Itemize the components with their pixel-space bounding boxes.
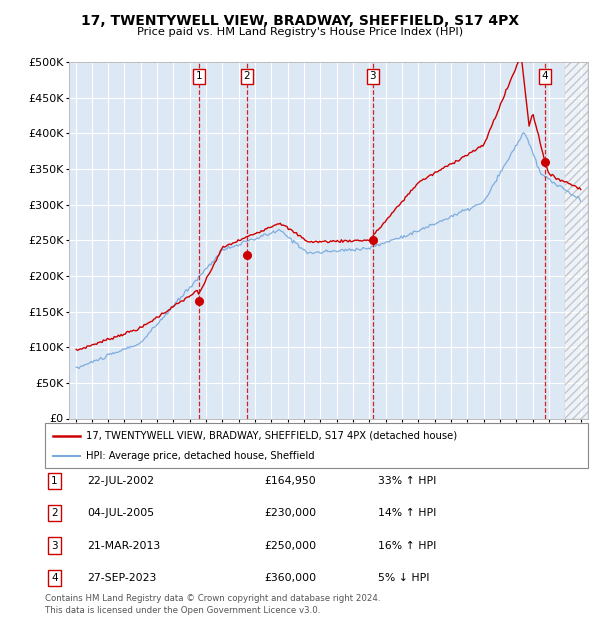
Text: 04-JUL-2005: 04-JUL-2005: [87, 508, 154, 518]
Text: 1: 1: [196, 71, 202, 81]
Text: 21-MAR-2013: 21-MAR-2013: [87, 541, 160, 551]
Text: 4: 4: [541, 71, 548, 81]
Text: 33% ↑ HPI: 33% ↑ HPI: [378, 476, 436, 486]
FancyBboxPatch shape: [45, 423, 588, 468]
Text: 16% ↑ HPI: 16% ↑ HPI: [378, 541, 436, 551]
Text: 2: 2: [51, 508, 58, 518]
Text: 17, TWENTYWELL VIEW, BRADWAY, SHEFFIELD, S17 4PX: 17, TWENTYWELL VIEW, BRADWAY, SHEFFIELD,…: [81, 14, 519, 28]
Text: 17, TWENTYWELL VIEW, BRADWAY, SHEFFIELD, S17 4PX (detached house): 17, TWENTYWELL VIEW, BRADWAY, SHEFFIELD,…: [86, 430, 457, 441]
Text: Contains HM Land Registry data © Crown copyright and database right 2024.
This d: Contains HM Land Registry data © Crown c…: [45, 594, 380, 615]
Text: 4: 4: [51, 573, 58, 583]
Bar: [565, 62, 588, 419]
Text: 2: 2: [244, 71, 250, 81]
Text: 5% ↓ HPI: 5% ↓ HPI: [378, 573, 430, 583]
Text: 14% ↑ HPI: 14% ↑ HPI: [378, 508, 436, 518]
Text: HPI: Average price, detached house, Sheffield: HPI: Average price, detached house, Shef…: [86, 451, 314, 461]
Text: 3: 3: [51, 541, 58, 551]
Text: £164,950: £164,950: [264, 476, 316, 486]
Text: Price paid vs. HM Land Registry's House Price Index (HPI): Price paid vs. HM Land Registry's House …: [137, 27, 463, 37]
Text: £230,000: £230,000: [264, 508, 316, 518]
Text: 27-SEP-2023: 27-SEP-2023: [87, 573, 157, 583]
Text: 22-JUL-2002: 22-JUL-2002: [87, 476, 154, 486]
Text: £250,000: £250,000: [264, 541, 316, 551]
Text: 3: 3: [370, 71, 376, 81]
Bar: [565, 62, 588, 419]
Text: 1: 1: [51, 476, 58, 486]
Text: £360,000: £360,000: [264, 573, 316, 583]
